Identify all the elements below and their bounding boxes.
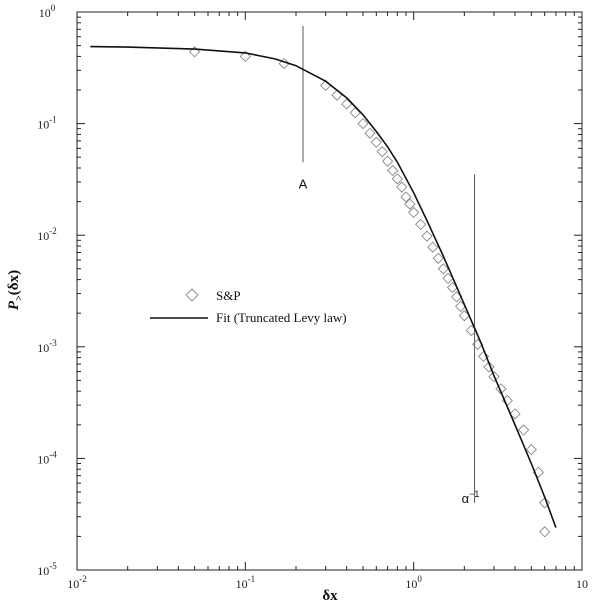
data-point (408, 206, 420, 219)
y-tick-label: 100 (39, 3, 56, 20)
data-point (517, 424, 530, 436)
x-tick-label: 10-1 (236, 574, 255, 591)
x-tick-label: 10-2 (67, 574, 87, 591)
legend-label-fit: Fit (Truncated Levy law) (216, 310, 347, 325)
data-point (364, 127, 376, 139)
data-point (421, 230, 433, 242)
data-point (396, 181, 408, 193)
y-axis-label: P>(δx) (6, 270, 25, 310)
data-point (386, 164, 399, 177)
x-axis-title: δx (322, 588, 338, 604)
data-point (278, 57, 290, 70)
data-point (381, 155, 394, 167)
data-point (404, 198, 416, 210)
data-point (437, 263, 449, 275)
fit-line (90, 45, 557, 528)
annotations-layer: Aα−1 (299, 25, 480, 506)
annotation-label: α−1 (462, 489, 480, 506)
data-point (483, 361, 495, 373)
data-point (509, 408, 521, 420)
annotation-label: A (299, 176, 308, 191)
data-point (370, 136, 382, 148)
data-point (331, 89, 343, 101)
x-tick-label: 100 (405, 574, 422, 591)
y-tick-label: 10-2 (37, 226, 57, 243)
y-tick-label: 10-1 (37, 115, 57, 132)
legend-marker-sp (185, 288, 199, 302)
data-point (442, 272, 454, 285)
y-tick-label: 10-5 (37, 561, 57, 578)
data-point (525, 443, 537, 456)
y-tick-label: 10-3 (37, 338, 57, 355)
ticks-layer: 10-2 10-1 100 10 100 10-1 10-2 10-3 10-4 10-5 (37, 3, 588, 591)
x-tick-label: 10 (576, 577, 588, 591)
fit-layer (90, 45, 557, 528)
scatter-layer (189, 46, 551, 538)
data-point (488, 371, 500, 383)
data-point (400, 191, 412, 203)
legend: S&P Fit (Truncated Levy law) (150, 288, 347, 325)
data-point (357, 117, 369, 130)
data-point (477, 350, 490, 363)
plot-frame (76, 11, 583, 571)
data-point (427, 241, 439, 253)
y-axis-title: P>(δx) (6, 270, 25, 310)
data-point (376, 146, 388, 158)
legend-label-sp: S&P (216, 288, 241, 303)
data-point (539, 526, 551, 538)
data-point (539, 497, 551, 509)
y-tick-label: 10-4 (37, 449, 57, 466)
data-point (432, 252, 444, 265)
data-point (239, 50, 251, 63)
data-point (414, 218, 427, 231)
x-axis-label: δx (322, 588, 338, 604)
data-point (391, 173, 403, 185)
legend-diamond-marker (185, 288, 199, 302)
